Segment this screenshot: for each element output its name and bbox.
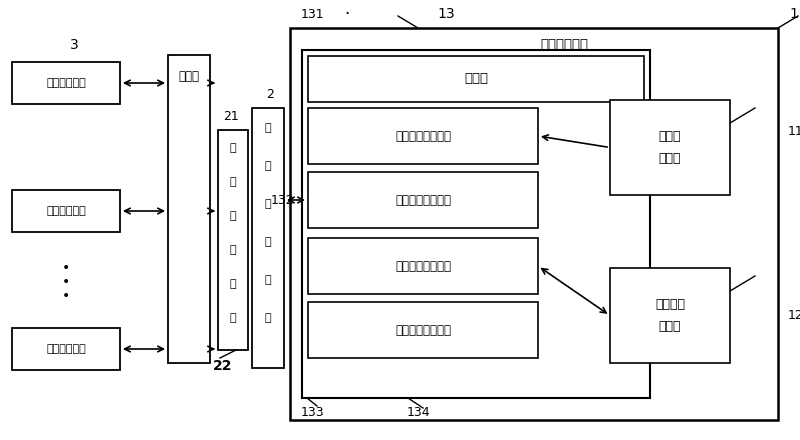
Text: 任务处理单元: 任务处理单元 (540, 37, 588, 51)
Bar (308, 108, 538, 164)
Text: 议: 议 (230, 177, 236, 187)
Bar (308, 302, 538, 358)
Text: 13: 13 (437, 7, 455, 21)
Text: 道: 道 (265, 161, 271, 171)
Text: 任务结果处理线程: 任务结果处理线程 (395, 260, 451, 272)
Bar (308, 238, 538, 294)
Text: 块: 块 (230, 313, 236, 323)
Text: 建: 建 (265, 237, 271, 247)
Text: 块: 块 (265, 313, 271, 323)
Text: 采集任务生成线程: 采集任务生成线程 (395, 129, 451, 143)
Text: 21: 21 (223, 110, 239, 124)
Bar (308, 172, 538, 228)
Bar (12, 62, 120, 104)
Bar (12, 190, 120, 232)
Text: 1: 1 (790, 7, 798, 21)
Bar (610, 100, 730, 195)
Text: 置: 置 (230, 245, 236, 255)
Bar (168, 55, 210, 363)
Text: 配: 配 (230, 211, 236, 221)
Text: 22: 22 (214, 359, 233, 373)
Text: 模: 模 (230, 279, 236, 289)
Bar (218, 130, 248, 350)
Text: 失败任务处理线程: 失败任务处理线程 (395, 323, 451, 337)
Text: 12: 12 (788, 309, 800, 322)
Text: 线程池: 线程池 (464, 73, 488, 85)
Text: 11: 11 (788, 125, 800, 138)
Text: •: • (62, 289, 70, 303)
Text: 通: 通 (265, 123, 271, 133)
Text: 线程配
置模块: 线程配 置模块 (658, 129, 682, 165)
Text: 模: 模 (265, 275, 271, 285)
Text: •: • (62, 261, 70, 275)
Bar (290, 28, 778, 420)
Bar (302, 50, 650, 398)
Text: •: • (62, 275, 70, 289)
Text: 电力负控终端: 电力负控终端 (46, 78, 86, 88)
Text: 构: 构 (265, 199, 271, 209)
Text: 前置机: 前置机 (178, 70, 199, 84)
Text: 协: 协 (230, 143, 236, 153)
Bar (610, 268, 730, 363)
Text: 采集任务执行线程: 采集任务执行线程 (395, 194, 451, 206)
Text: ·: · (344, 5, 350, 23)
Text: 2: 2 (266, 88, 274, 102)
Text: 132: 132 (270, 194, 294, 206)
Text: 134: 134 (406, 406, 430, 418)
Text: 133: 133 (300, 406, 324, 418)
Text: 电力负控终端: 电力负控终端 (46, 206, 86, 216)
Bar (308, 56, 644, 102)
Text: 电力负控终端: 电力负控终端 (46, 344, 86, 354)
Bar (12, 328, 120, 370)
Bar (252, 108, 284, 368)
Text: 线程池构
建模块: 线程池构 建模块 (655, 297, 685, 334)
Text: 131: 131 (300, 7, 324, 21)
Text: 3: 3 (70, 38, 78, 52)
